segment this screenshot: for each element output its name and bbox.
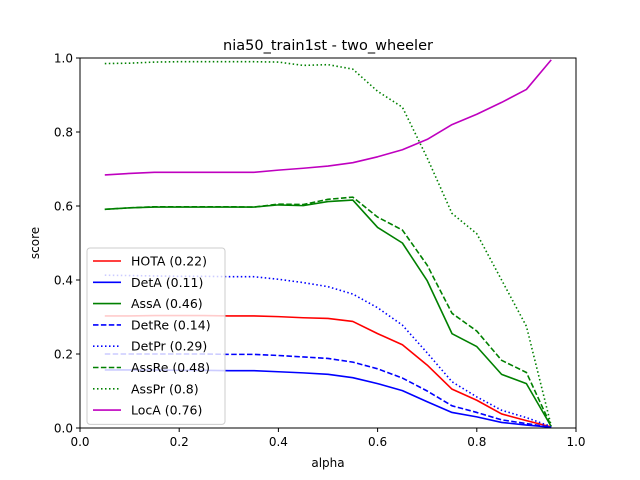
legend-box xyxy=(86,247,226,425)
y-tick-label: 1.0 xyxy=(54,52,73,66)
legend-label: AssRe (0.48) xyxy=(131,360,210,375)
y-tick-label: 0.2 xyxy=(54,348,73,362)
y-tick-label: 0.8 xyxy=(54,126,73,140)
legend-label: DetRe (0.14) xyxy=(131,317,211,332)
legend: HOTA (0.22) DetA (0.11) AssA (0.46) DetRe (… xyxy=(86,247,226,425)
y-axis-label: score xyxy=(28,227,42,259)
x-tick-label: 1.0 xyxy=(566,435,585,449)
y-tick-label: 0.4 xyxy=(54,274,73,288)
series-line xyxy=(104,60,552,426)
y-tick-label: 0.0 xyxy=(54,422,73,436)
plot-frame xyxy=(79,57,577,429)
x-tick-label: 0.0 xyxy=(70,435,89,449)
legend-label: HOTA (0.22) xyxy=(131,254,207,269)
x-tick-label: 0.2 xyxy=(170,435,189,449)
y-tick-label: 0.6 xyxy=(54,200,73,214)
x-axis: 0.0 0.2 0.4 0.6 0.8 1.0 xyxy=(70,428,586,449)
legend-label: AssA (0.46) xyxy=(131,296,203,311)
chart-title: nia50_train1st - two_wheeler xyxy=(223,38,433,54)
legend-label: AssPr (0.8) xyxy=(131,381,199,396)
legend-label: DetPr (0.29) xyxy=(131,339,207,354)
series-line xyxy=(104,59,552,176)
legend-label: LocA (0.76) xyxy=(131,403,202,418)
series-line xyxy=(104,196,552,427)
x-tick-label: 0.4 xyxy=(269,435,288,449)
legend-label: DetA (0.11) xyxy=(131,275,203,290)
x-tick-label: 0.8 xyxy=(467,435,486,449)
x-tick-label: 0.6 xyxy=(368,435,387,449)
series-line xyxy=(104,274,552,428)
x-axis-label: alpha xyxy=(311,456,344,470)
y-axis: 0.0 0.2 0.4 0.6 0.8 1.0 xyxy=(54,52,80,436)
